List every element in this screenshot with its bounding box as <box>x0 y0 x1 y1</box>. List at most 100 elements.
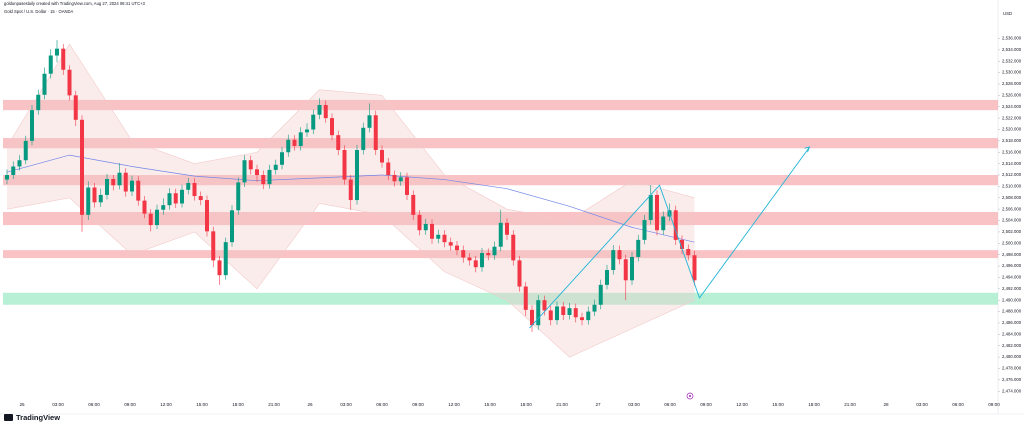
y-tick-label: 2,474.000 <box>1002 388 1022 393</box>
candle-body <box>455 245 459 251</box>
x-tick-label: 25 <box>19 402 25 407</box>
x-tick-label: 21:00 <box>844 402 856 407</box>
candle-body <box>405 177 409 195</box>
candle-body <box>380 149 384 163</box>
candle-body <box>117 172 122 186</box>
x-tick-label: 21:00 <box>268 402 280 407</box>
y-tick-label: 2,528.000 <box>1002 81 1022 86</box>
y-tick-label: 2,508.000 <box>1002 195 1022 200</box>
candle-body <box>673 210 678 240</box>
candle-body <box>36 94 41 111</box>
candle-body <box>261 175 266 185</box>
y-tick-label: 2,484.000 <box>1002 331 1022 336</box>
candle-body <box>98 194 103 203</box>
x-tick-label: 09:00 <box>124 402 136 407</box>
candle-body <box>373 115 378 150</box>
brand-name: TradingView <box>16 413 60 422</box>
candle-body <box>5 175 9 180</box>
candle-body <box>142 200 147 214</box>
candle-body <box>230 210 234 243</box>
y-tick-label: 2,516.000 <box>1002 149 1022 154</box>
x-tick-label: 12:00 <box>736 402 748 407</box>
candle-body <box>236 182 241 211</box>
candle-body <box>80 119 84 215</box>
x-tick-label: 03:00 <box>916 402 928 407</box>
y-tick-label: 2,488.000 <box>1002 309 1022 314</box>
y-tick-label: 2,518.000 <box>1002 138 1022 143</box>
candle-body <box>530 309 534 326</box>
x-tick-label: 06:00 <box>952 402 964 407</box>
candle-body <box>167 193 172 206</box>
candle-body <box>555 306 559 321</box>
candle-body <box>161 205 166 210</box>
candle-body <box>267 169 272 185</box>
candle-body <box>623 259 628 281</box>
candle-body <box>355 149 359 201</box>
candle-body <box>136 180 141 201</box>
candle-body <box>398 177 403 182</box>
candle-body <box>598 284 603 305</box>
chart-subtitle: goldunpaseslaily created with TradingVie… <box>4 1 146 6</box>
y-tick-label: 2,486.000 <box>1002 320 1022 325</box>
candle-body <box>605 270 609 285</box>
candle-body <box>30 110 34 141</box>
candle-body <box>223 242 228 276</box>
brand-icon <box>4 414 13 421</box>
candle-body <box>648 194 653 220</box>
candle-body <box>561 306 566 315</box>
candle-body <box>448 242 453 246</box>
y-tick-label: 2,534.000 <box>1002 47 1022 52</box>
x-tick-label: 03:00 <box>628 402 640 407</box>
candle-body <box>48 55 53 74</box>
candle-body <box>436 234 441 239</box>
x-tick-label: 06:00 <box>664 402 676 407</box>
x-tick-label: 12:00 <box>160 402 172 407</box>
candle-body <box>23 140 28 161</box>
y-tick-label: 2,500.000 <box>1002 240 1022 245</box>
candle-body <box>692 255 697 281</box>
projection <box>529 146 811 329</box>
candle-body <box>336 135 341 150</box>
candle-body <box>423 223 428 231</box>
y-tick-label: 2,482.000 <box>1002 343 1022 348</box>
candle-body <box>461 250 466 258</box>
event-marker-dot <box>689 395 691 397</box>
candle-body <box>542 300 547 311</box>
candle-body <box>92 187 97 203</box>
candle-body <box>155 209 159 226</box>
candle-body <box>386 162 391 176</box>
y-tick-label: 2,496.000 <box>1002 263 1022 268</box>
candle-body <box>567 308 572 315</box>
candle-body <box>105 178 109 195</box>
candle-body <box>367 115 372 128</box>
candle-body <box>361 127 366 150</box>
y-tick-label: 2,514.000 <box>1002 161 1022 166</box>
candle-body <box>330 118 334 136</box>
y-tick-label: 2,510.000 <box>1002 184 1022 189</box>
candle-body <box>430 223 434 239</box>
candle-body <box>505 222 509 235</box>
candle-body <box>280 152 284 165</box>
y-tick-label: 2,524.000 <box>1002 104 1022 109</box>
candle-body <box>186 182 191 190</box>
x-tick-label: 09:00 <box>988 402 1000 407</box>
y-tick-label: 2,498.000 <box>1002 252 1022 257</box>
candle-body <box>180 189 184 204</box>
x-tick-label: 09:00 <box>412 402 424 407</box>
candle-body <box>680 239 684 249</box>
x-tick-label: 12:00 <box>448 402 460 407</box>
candle-body <box>111 178 116 186</box>
projection-path <box>529 146 810 329</box>
candle-body <box>242 160 247 183</box>
candle-body <box>630 256 634 281</box>
y-tick-label: 2,480.000 <box>1002 354 1022 359</box>
brand-logo: TradingView <box>4 413 60 422</box>
candle-body <box>292 139 297 146</box>
y-tick-label: 2,506.000 <box>1002 206 1022 211</box>
candle-body <box>411 194 416 215</box>
x-tick-label: 18:00 <box>808 402 820 407</box>
event-marker[interactable] <box>686 392 694 400</box>
candle-body <box>492 246 497 256</box>
price-zone <box>3 175 998 186</box>
